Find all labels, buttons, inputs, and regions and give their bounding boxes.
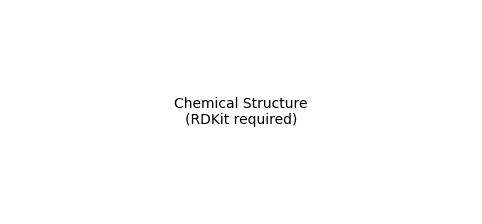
- Text: Chemical Structure
(RDKit required): Chemical Structure (RDKit required): [174, 97, 308, 127]
